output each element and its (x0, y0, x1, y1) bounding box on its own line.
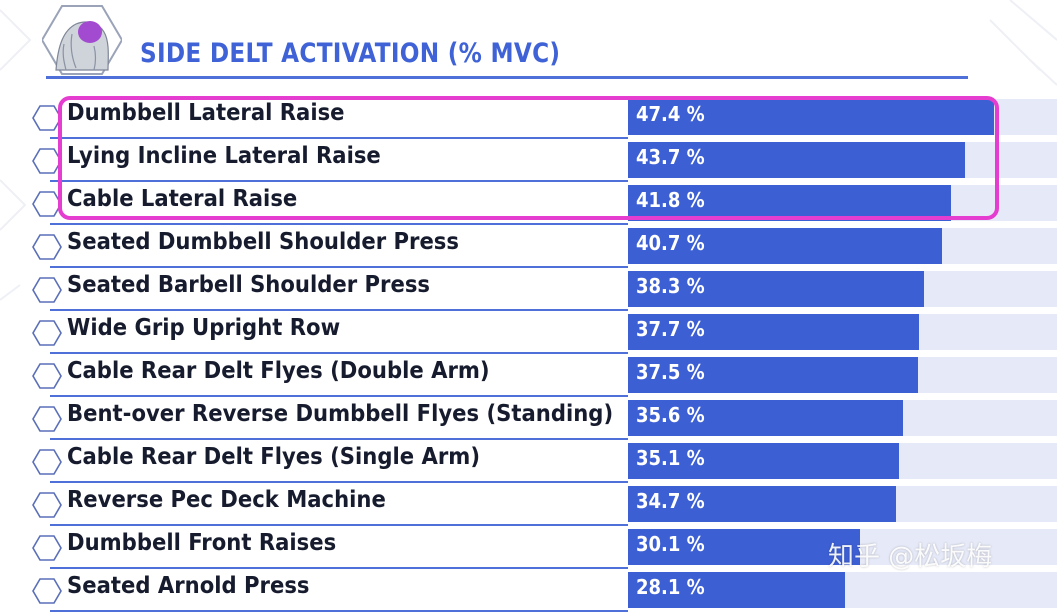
bar-category-label: Seated Dumbbell Shoulder Press (67, 229, 459, 255)
hexagon-icon (32, 449, 62, 475)
bar-category-label: Reverse Pec Deck Machine (67, 487, 386, 513)
bar-value-label: 43.7 % (636, 145, 705, 169)
bar-category-label: Dumbbell Front Raises (67, 530, 337, 556)
title-divider (46, 76, 968, 79)
chart-row: Seated Barbell Shoulder Press 38.3 % (0, 268, 1057, 311)
hexagon-icon (32, 320, 62, 346)
bar-category-label: Cable Lateral Raise (67, 186, 298, 212)
chart-row: Cable Rear Delt Flyes (Single Arm) 35.1 % (0, 440, 1057, 483)
bar (628, 99, 994, 135)
row-divider (50, 481, 628, 483)
hexagon-icon (32, 492, 62, 518)
bar-value-label: 37.7 % (636, 317, 705, 341)
chart-row: Seated Arnold Press 28.1 % (0, 569, 1057, 612)
row-divider (50, 266, 628, 268)
hexagon-icon (32, 148, 62, 174)
hexagon-icon (32, 234, 62, 260)
bar-value-label: 38.3 % (636, 274, 705, 298)
chart-row: Cable Rear Delt Flyes (Double Arm) 37.5 % (0, 354, 1057, 397)
chart-row: Dumbbell Front Raises 30.1 % (0, 526, 1057, 569)
bar (628, 357, 918, 393)
hexagon-icon (32, 191, 62, 217)
chart-row: Cable Lateral Raise 41.8 % (0, 182, 1057, 225)
row-divider (50, 223, 628, 225)
bar (628, 142, 965, 178)
bar (628, 529, 860, 565)
shoulder-muscle-icon (42, 5, 122, 75)
hexagon-icon (32, 277, 62, 303)
bar (628, 486, 896, 522)
bar (628, 400, 903, 436)
hexagon-icon (32, 363, 62, 389)
chart-title: SIDE DELT ACTIVATION (% MVC) (140, 38, 561, 69)
watermark: 知乎 @松坂梅 (828, 542, 993, 572)
bar (628, 185, 951, 221)
bar (628, 271, 924, 307)
chart-row: Wide Grip Upright Row 37.7 % (0, 311, 1057, 354)
bar-category-label: Dumbbell Lateral Raise (67, 100, 345, 126)
row-divider (50, 438, 628, 440)
bar-value-label: 34.7 % (636, 489, 705, 513)
bar-value-label: 28.1 % (636, 575, 705, 599)
bar-category-label: Seated Arnold Press (67, 573, 310, 599)
bar-category-label: Lying Incline Lateral Raise (67, 143, 381, 169)
row-divider (50, 352, 628, 354)
bar (628, 443, 899, 479)
bar (628, 228, 942, 264)
row-divider (50, 309, 628, 311)
top-three-highlight-box (58, 96, 999, 220)
bar-value-label: 35.6 % (636, 403, 705, 427)
bar-value-label: 37.5 % (636, 360, 705, 384)
row-divider (50, 567, 628, 569)
bar (628, 314, 919, 350)
bar-value-label: 47.4 % (636, 102, 705, 126)
bar-category-label: Wide Grip Upright Row (67, 315, 341, 341)
bar-value-label: 40.7 % (636, 231, 705, 255)
chart-row: Bent-over Reverse Dumbbell Flyes (Standi… (0, 397, 1057, 440)
row-divider (50, 395, 628, 397)
row-divider (50, 524, 628, 526)
hexagon-icon (32, 406, 62, 432)
bar-category-label: Cable Rear Delt Flyes (Double Arm) (67, 358, 490, 384)
hexagon-icon (32, 105, 62, 131)
chart-row: Dumbbell Lateral Raise 47.4 % (0, 96, 1057, 139)
row-divider (50, 180, 628, 182)
hexagon-icon (32, 535, 62, 561)
bar-category-label: Cable Rear Delt Flyes (Single Arm) (67, 444, 480, 470)
bar-value-label: 30.1 % (636, 532, 705, 556)
chart-row: Seated Dumbbell Shoulder Press 40.7 % (0, 225, 1057, 268)
bar-value-label: 35.1 % (636, 446, 705, 470)
bar-value-label: 41.8 % (636, 188, 705, 212)
row-divider (50, 137, 628, 139)
chart-row: Reverse Pec Deck Machine 34.7 % (0, 483, 1057, 526)
bar-category-label: Seated Barbell Shoulder Press (67, 272, 431, 298)
bar-category-label: Bent-over Reverse Dumbbell Flyes (Standi… (67, 401, 614, 427)
chart-row: Lying Incline Lateral Raise 43.7 % (0, 139, 1057, 182)
